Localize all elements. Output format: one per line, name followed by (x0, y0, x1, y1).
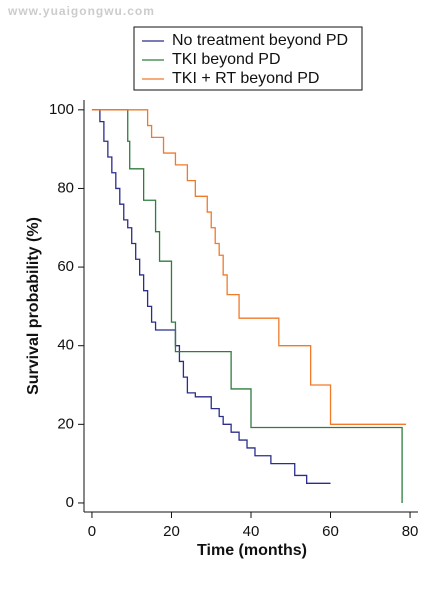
y-tick-label: 100 (49, 101, 74, 118)
x-tick-label: 60 (322, 523, 339, 540)
legend-label: TKI + RT beyond PD (172, 70, 319, 87)
x-tick-label: 0 (88, 523, 96, 540)
x-tick-label: 40 (243, 523, 260, 540)
x-axis-label: Time (months) (197, 542, 307, 559)
x-tick-label: 20 (163, 523, 180, 540)
watermark: www.yuaigongwu.com (7, 4, 155, 18)
y-tick-label: 0 (66, 494, 74, 511)
legend-label: TKI beyond PD (172, 51, 281, 68)
x-tick-label: 80 (402, 523, 419, 540)
survival-curve (91, 109, 331, 484)
y-tick-label: 60 (57, 258, 74, 275)
y-axis-label: Survival probability (%) (25, 217, 42, 395)
y-tick-label: 40 (57, 337, 74, 354)
survival-curve (91, 109, 403, 503)
y-tick-label: 80 (57, 179, 74, 196)
survival-curve (91, 109, 407, 425)
legend-label: No treatment beyond PD (172, 32, 348, 49)
y-tick-label: 20 (57, 415, 74, 432)
legend-box (133, 26, 363, 91)
